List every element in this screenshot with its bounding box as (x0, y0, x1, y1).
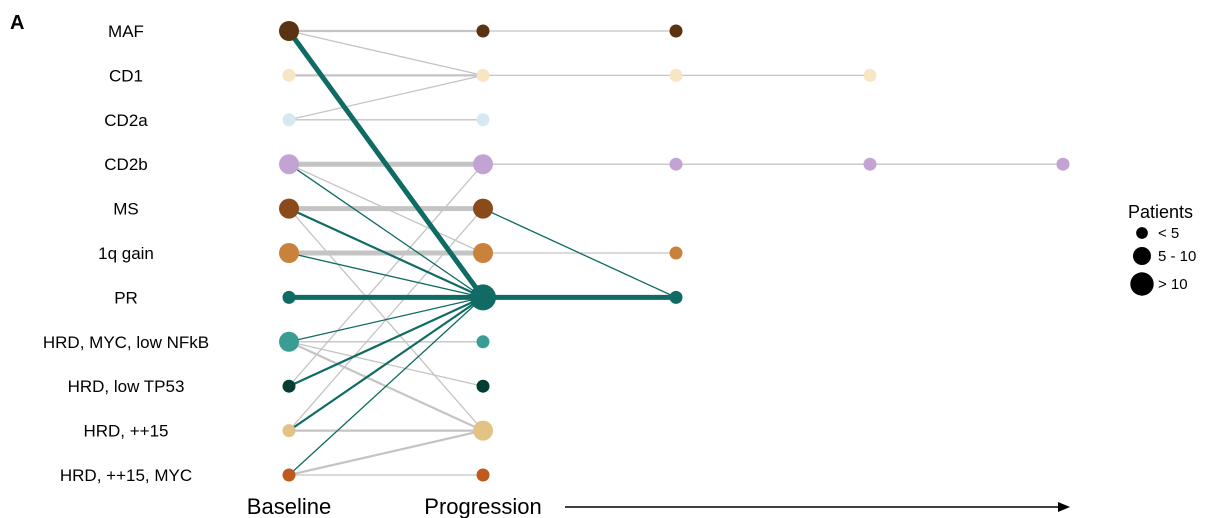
stage-axis: Baseline Progression (247, 494, 1070, 518)
row-label-pr: PR (114, 288, 138, 307)
transition-edge-maf-to-cd1 (288, 30, 484, 77)
legend-dot-1 (1133, 247, 1151, 265)
node-1q-gain-stage-1 (473, 243, 493, 263)
legend: Patients < 5 5 - 10 > 10 (1128, 202, 1196, 296)
transition-edge-cd2a-to-cd1 (288, 74, 484, 121)
node-pr-stage-0 (282, 290, 296, 304)
transition-edge-ms-to-pr (287, 207, 485, 299)
node-hrd-myc-low-nfkb-stage-0 (279, 331, 299, 352)
node-maf-stage-1 (476, 24, 490, 38)
transition-edge-hrd-myc-low-nfkb-to-pr (288, 296, 484, 343)
row-labels: MAF CD1 CD2a CD2b MS 1q gain PR HRD, MYC, low N… (43, 22, 209, 485)
node-cd2a-stage-0 (282, 113, 296, 127)
transition-edge-1q-gain-to-pr (288, 252, 484, 299)
legend-title: Patients (1128, 202, 1193, 222)
row-label-hrd-low-tp53: HRD, low TP53 (68, 377, 185, 396)
node-hrd-myc-low-nfkb-stage-1 (476, 335, 490, 349)
transition-edge-maf-to-pr (286, 28, 486, 300)
row-label-hrd-myc-low-nfkb: HRD, MYC, low NFkB (43, 333, 209, 352)
axis-label-baseline: Baseline (247, 494, 331, 518)
node-maf-stage-0 (279, 21, 299, 41)
transition-edge-hrd-15-myc-to-pr (288, 296, 484, 476)
legend-label-2: > 10 (1158, 276, 1188, 293)
transition-edge-hrd-15-to-pr (287, 296, 485, 432)
row-label-maf: MAF (108, 22, 144, 41)
legend-label-1: 5 - 10 (1158, 248, 1196, 265)
node-cd2b-stage-3 (863, 157, 877, 171)
node-cd2a-stage-1 (476, 113, 490, 127)
axis-label-progression: Progression (424, 494, 541, 518)
row-label-cd2a: CD2a (104, 111, 148, 130)
row-label-cd1: CD1 (109, 66, 143, 85)
node-cd1-stage-3 (863, 68, 877, 82)
node-hrd-15-stage-1 (473, 420, 493, 441)
transition-edge-ms-to-pr (482, 207, 677, 299)
transition-edge-cd2b-to-pr (288, 163, 484, 299)
transition-edges (286, 28, 1064, 477)
transition-edge-hrd-low-tp53-to-pr (287, 296, 485, 388)
node-hrd-15-stage-0 (282, 424, 296, 438)
legend-label-0: < 5 (1158, 225, 1179, 242)
node-1q-gain-stage-0 (279, 243, 299, 263)
node-hrd-low-tp53-stage-1 (476, 379, 490, 393)
row-label-hrd-15-myc: HRD, ++15, MYC (60, 466, 192, 485)
row-label-ms: MS (113, 200, 139, 219)
node-hrd-low-tp53-stage-0 (282, 379, 296, 393)
row-label-hrd-15: HRD, ++15 (83, 422, 168, 441)
node-cd2b-stage-4 (1056, 157, 1070, 171)
node-cd2b-stage-1 (473, 154, 493, 175)
node-cd1-stage-2 (669, 68, 683, 82)
panel-letter: A (10, 12, 24, 34)
node-hrd-15-myc-stage-1 (476, 468, 490, 482)
progression-arrow-head-icon (1058, 502, 1070, 512)
node-cd2b-stage-0 (279, 154, 299, 175)
node-pr-stage-2 (669, 290, 683, 304)
node-cd2b-stage-2 (669, 157, 683, 171)
node-pr-stage-1 (470, 284, 496, 311)
node-ms-stage-1 (473, 198, 493, 219)
node-hrd-15-myc-stage-0 (282, 468, 296, 482)
node-cd1-stage-0 (282, 68, 296, 82)
row-label-cd2b: CD2b (104, 155, 147, 174)
node-cd1-stage-1 (476, 68, 490, 82)
node-1q-gain-stage-2 (669, 246, 683, 260)
legend-dot-0 (1136, 227, 1148, 239)
subtype-nodes (279, 21, 1070, 482)
node-ms-stage-0 (279, 198, 299, 219)
row-label-1q-gain: 1q gain (98, 244, 154, 263)
legend-dot-2 (1130, 272, 1154, 296)
node-maf-stage-2 (669, 24, 683, 38)
transition-edge-hrd-15-myc-to-hrd-15 (287, 429, 485, 477)
